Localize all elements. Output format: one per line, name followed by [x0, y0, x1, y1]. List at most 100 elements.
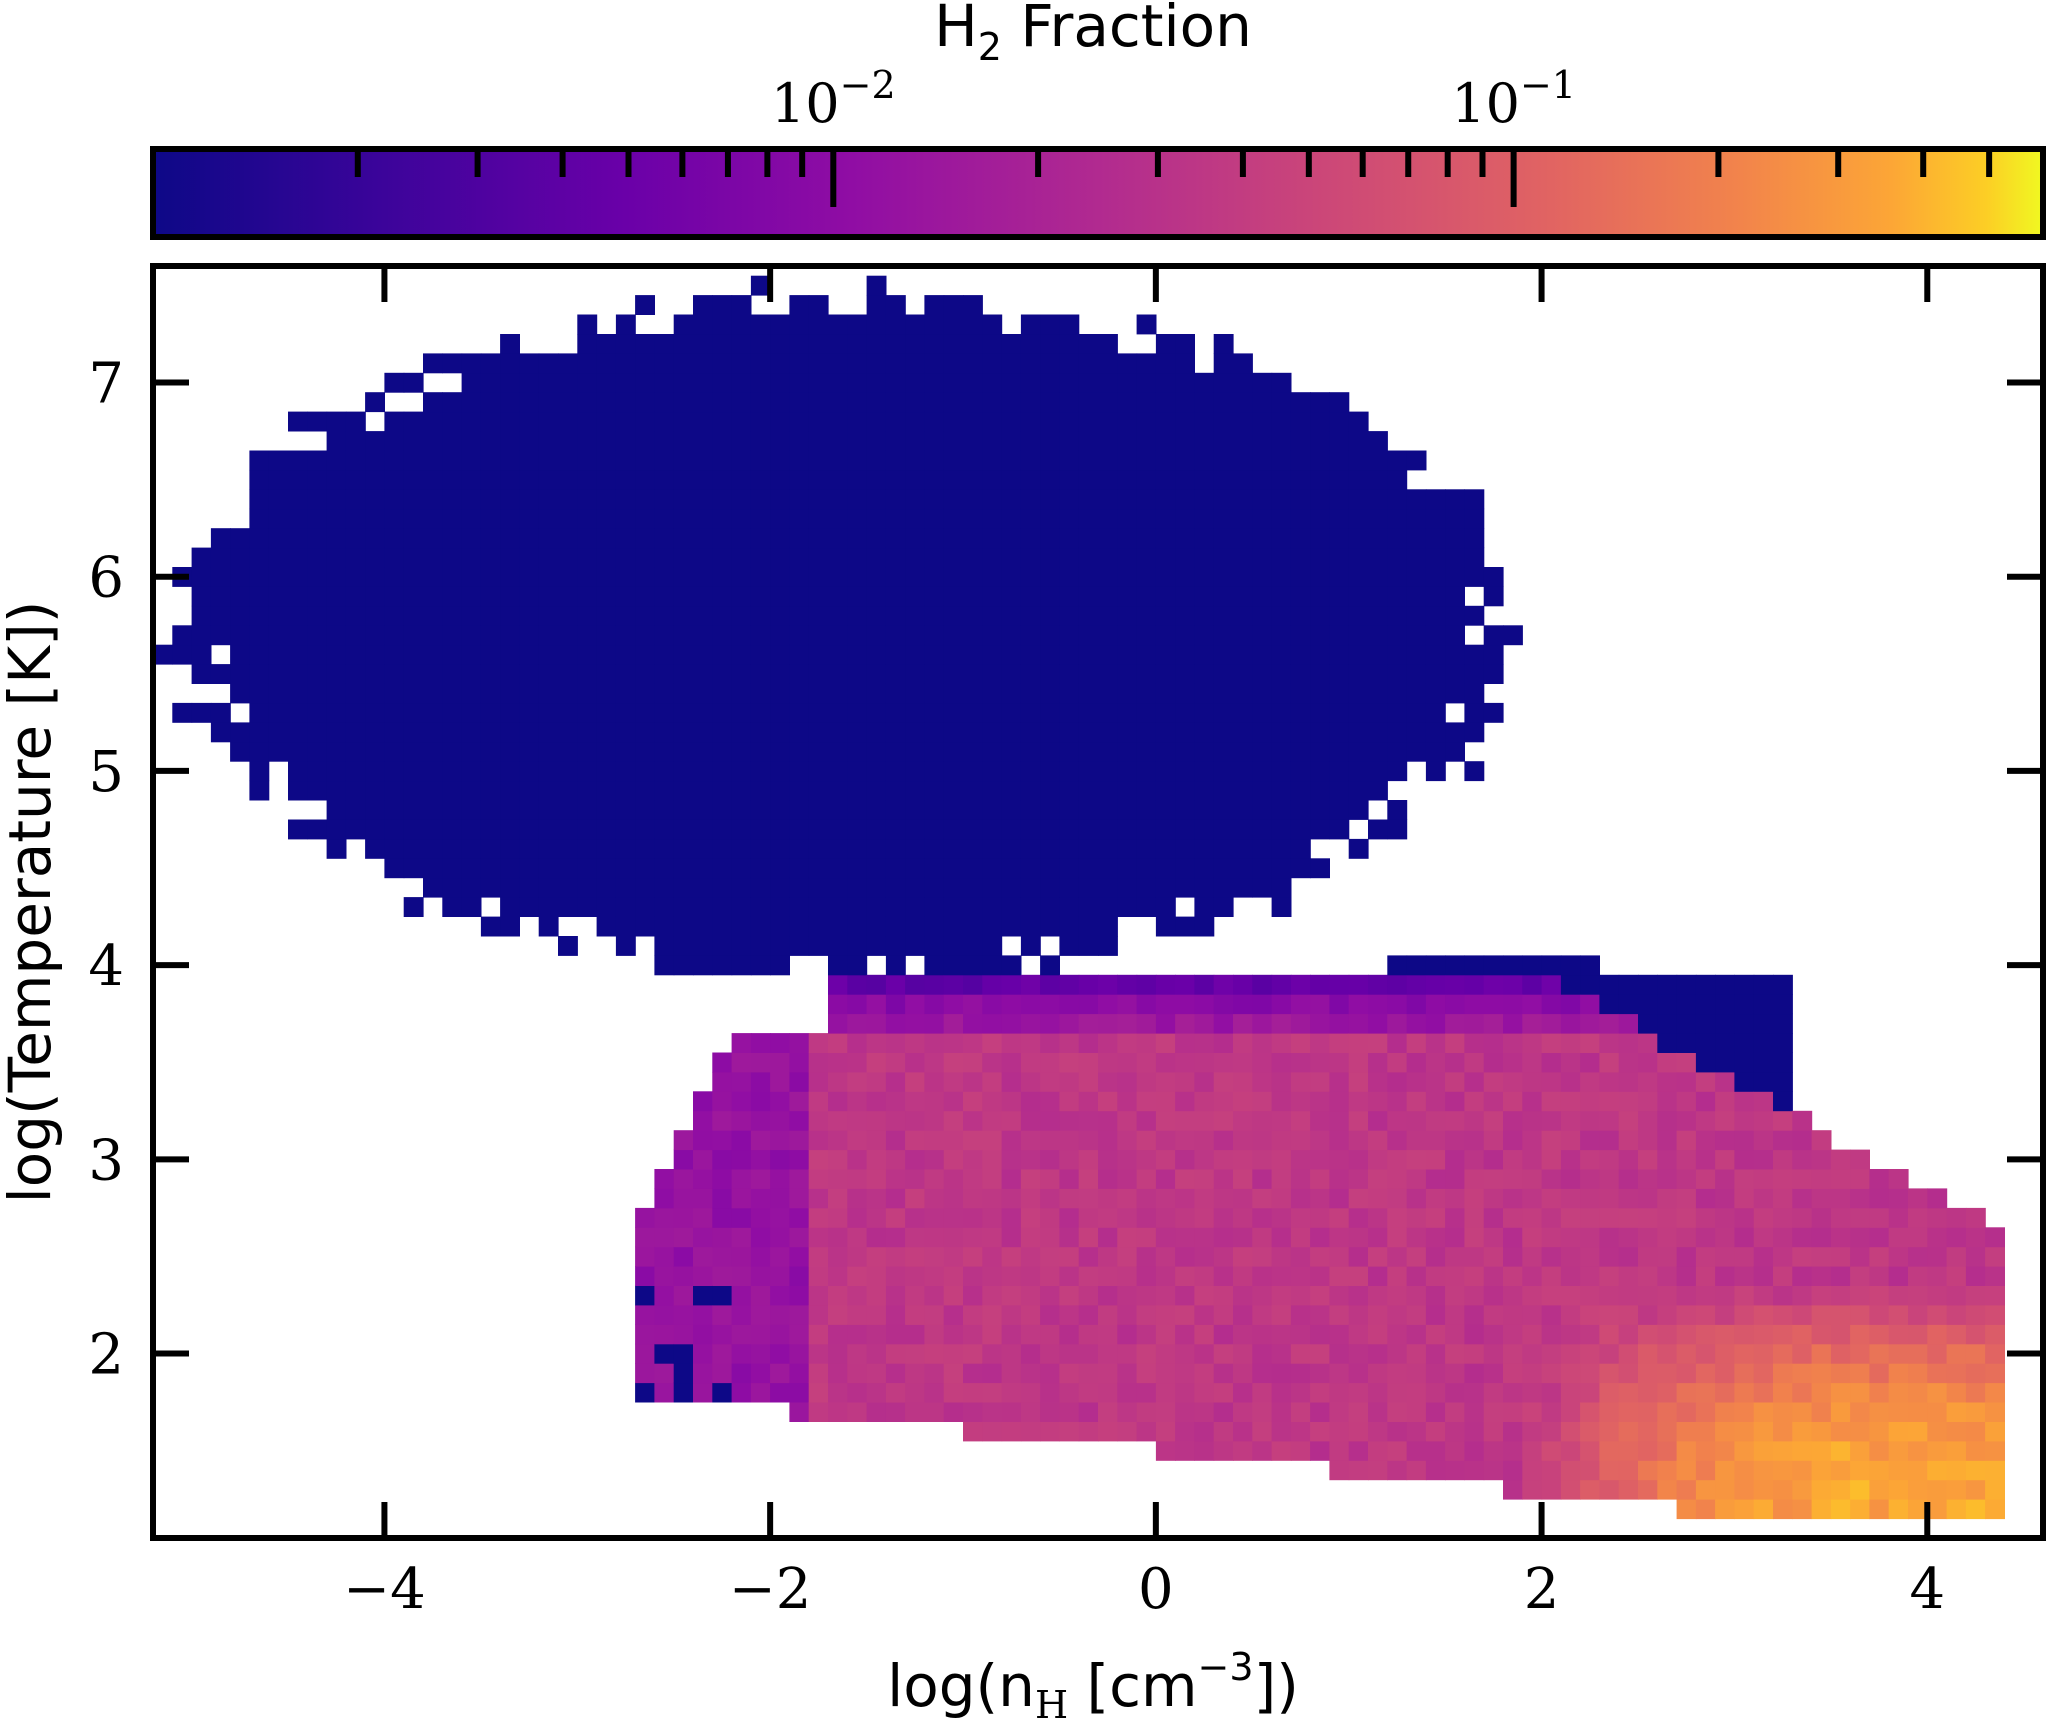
heatmap-cell [1387, 528, 1408, 549]
heatmap-cell [1348, 1363, 1369, 1384]
heatmap-cell [1136, 1382, 1157, 1403]
heatmap-cell [943, 469, 964, 490]
heatmap-cell [1059, 800, 1080, 820]
heatmap-cell [1792, 1285, 1813, 1306]
heatmap-cell [1329, 1110, 1350, 1131]
heatmap-cell [924, 897, 945, 917]
heatmap-cell [480, 489, 501, 510]
heatmap-cell [1290, 469, 1311, 490]
heatmap-cell [982, 1324, 1003, 1345]
heatmap-cell [673, 586, 694, 607]
heatmap-cell [963, 567, 983, 587]
heatmap-cell [1387, 741, 1408, 762]
heatmap-cell [905, 411, 925, 432]
heatmap-cell [1310, 469, 1330, 490]
heatmap-cell [519, 469, 540, 490]
heatmap-cell [731, 1188, 752, 1209]
heatmap-cell [1387, 1130, 1408, 1151]
heatmap-cell [1406, 1460, 1427, 1481]
heatmap-cell [963, 1266, 983, 1286]
heatmap-cell [750, 819, 771, 840]
heatmap-cell [1445, 1188, 1465, 1209]
heatmap-cell [1792, 1382, 1813, 1403]
heatmap-cell [1117, 877, 1138, 898]
heatmap-cell [345, 664, 366, 684]
heatmap-cell [1348, 1207, 1369, 1228]
heatmap-cell [943, 1169, 964, 1189]
heatmap-cell [615, 780, 636, 801]
heatmap-cell [1310, 761, 1330, 782]
heatmap-cell [982, 508, 1003, 529]
heatmap-cell [693, 936, 713, 956]
heatmap-cell [885, 1305, 906, 1325]
heatmap-cell [847, 1324, 868, 1345]
heatmap-cell [345, 819, 366, 840]
heatmap-cell [1194, 761, 1215, 782]
heatmap-cell [885, 741, 906, 762]
heatmap-cell [635, 295, 655, 315]
heatmap-cell [1213, 974, 1234, 995]
heatmap-cell [1908, 1382, 1928, 1403]
heatmap-cell [789, 1169, 810, 1189]
heatmap-cell [1445, 1305, 1465, 1325]
heatmap-cell [480, 683, 501, 704]
heatmap-cell [943, 761, 964, 782]
heatmap-cell [1425, 664, 1446, 684]
heatmap-cell [577, 858, 598, 879]
heatmap-cell [1445, 1440, 1465, 1461]
heatmap-cell [1310, 741, 1330, 762]
heatmap-cell [1136, 586, 1157, 607]
heatmap-cell [1792, 1207, 1813, 1228]
heatmap-cell [1464, 547, 1485, 568]
heatmap-cell [1773, 1402, 1793, 1422]
heatmap-cell [1348, 994, 1369, 1015]
heatmap-cell [808, 1188, 829, 1209]
heatmap-cell [423, 761, 443, 782]
heatmap-cell [1233, 431, 1253, 451]
heatmap-cell [1175, 644, 1195, 665]
heatmap-cell [1098, 547, 1118, 568]
heatmap-cell [1368, 741, 1388, 762]
heatmap-cell [384, 838, 405, 859]
heatmap-cell [1483, 1149, 1504, 1170]
heatmap-cell [1290, 1207, 1311, 1228]
heatmap-cell [480, 411, 501, 432]
heatmap-cell [1503, 974, 1523, 995]
heatmap-cell [1078, 469, 1099, 490]
y-tick-label: 2 [88, 1323, 124, 1388]
heatmap-cell [1233, 450, 1253, 471]
heatmap-cell [1040, 625, 1060, 646]
heatmap-cell [1483, 1246, 1504, 1267]
heatmap-cell [750, 431, 771, 451]
heatmap-cell [963, 1227, 983, 1248]
heatmap-cell [1001, 702, 1022, 723]
heatmap-cell [885, 819, 906, 840]
heatmap-cell [326, 800, 347, 820]
heatmap-cell [885, 1149, 906, 1170]
heatmap-cell [519, 858, 540, 879]
heatmap-cell [1059, 1052, 1080, 1073]
heatmap-cell [1078, 974, 1099, 995]
heatmap-cell [866, 1382, 887, 1403]
heatmap-cell [731, 431, 752, 451]
heatmap-cell [1773, 1052, 1793, 1073]
heatmap-cell [1888, 1421, 1909, 1442]
heatmap-cell [789, 1402, 810, 1422]
heatmap-cell [808, 1149, 829, 1170]
heatmap-cell [423, 353, 443, 374]
heatmap-cell [1676, 1460, 1697, 1481]
heatmap-cell [1020, 838, 1041, 859]
heatmap-cell [1310, 819, 1330, 840]
heatmap-cell [943, 974, 964, 995]
heatmap-cell [1483, 1266, 1504, 1286]
heatmap-cell [1136, 877, 1157, 898]
heatmap-cell [847, 469, 868, 490]
heatmap-cell [230, 722, 250, 743]
heatmap-cell [1117, 1266, 1138, 1286]
heatmap-cell [519, 392, 540, 413]
heatmap-cell [1040, 392, 1060, 413]
heatmap-cell [828, 897, 848, 917]
heatmap-cell [1175, 838, 1195, 859]
heatmap-cell [230, 567, 250, 587]
heatmap-cell [982, 761, 1003, 782]
